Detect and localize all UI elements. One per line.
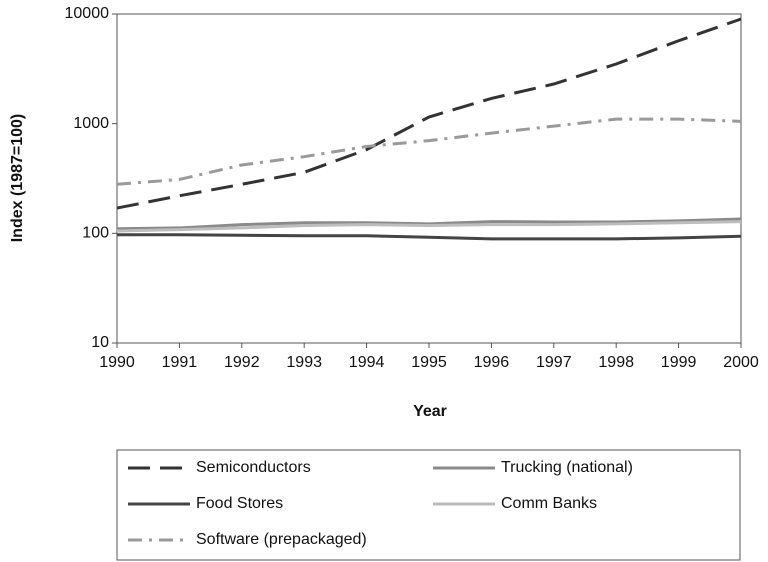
series-line	[116, 117, 742, 186]
legend-label: Software (prepackaged)	[196, 531, 367, 548]
x-tick-label: 1993	[286, 354, 322, 371]
legend-label: Semiconductors	[196, 459, 311, 476]
x-axis-label: Year	[413, 403, 447, 420]
x-tick-label: 1998	[598, 354, 634, 371]
x-tick-label: 1999	[661, 354, 697, 371]
series-line	[116, 17, 742, 210]
x-tick-label: 1990	[99, 354, 135, 371]
y-tick-label: 10000	[65, 5, 110, 22]
x-tick-label: 2000	[723, 354, 759, 371]
x-tick-label: 1995	[411, 354, 447, 371]
x-tick-label: 1991	[162, 354, 198, 371]
legend-box	[116, 449, 741, 561]
series-line	[116, 220, 742, 233]
legend-label: Food Stores	[196, 495, 283, 512]
x-tick-label: 1997	[536, 354, 572, 371]
x-tick-label: 1994	[349, 354, 385, 371]
x-tick-label: 1992	[224, 354, 260, 371]
series-line	[116, 217, 742, 231]
legend-label: Comm Banks	[501, 495, 597, 512]
y-tick-label: 10	[91, 334, 109, 351]
series-line	[117, 233, 742, 241]
y-tick-label: 1000	[73, 115, 109, 132]
plot-frame	[116, 13, 742, 344]
y-axis-label: Index (1987=100)	[9, 114, 26, 243]
x-tick-label: 1996	[474, 354, 510, 371]
legend-label: Trucking (national)	[501, 459, 633, 476]
y-tick-label: 100	[82, 225, 109, 242]
